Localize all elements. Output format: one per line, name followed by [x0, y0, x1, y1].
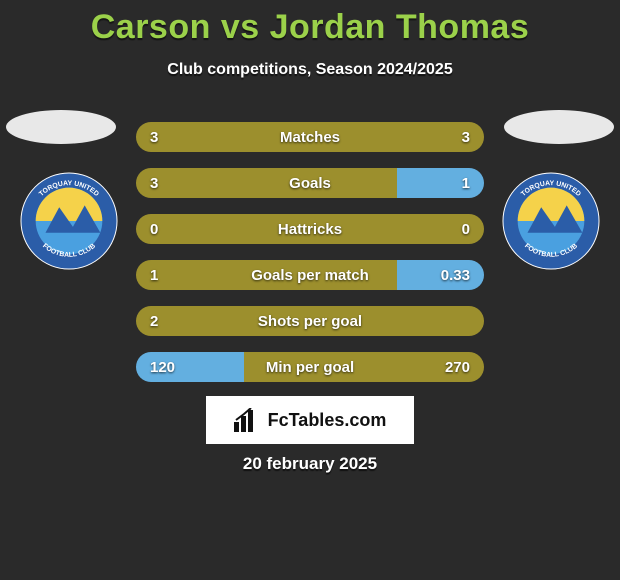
- stat-right-value: 270: [424, 359, 470, 376]
- comparison-date: 20 february 2025: [0, 454, 620, 474]
- stat-left-value: 3: [150, 175, 196, 192]
- stat-right-value: 0.33: [424, 267, 470, 284]
- stat-row: 3Goals1: [136, 168, 484, 198]
- player-right-club-badge: TORQUAY UNITED FOOTBALL CLUB: [502, 172, 600, 270]
- stat-row: 2Shots per goal: [136, 306, 484, 336]
- stat-left-value: 2: [150, 313, 196, 330]
- stat-left-value: 1: [150, 267, 196, 284]
- stat-right-value: 1: [424, 175, 470, 192]
- fctables-logo: FcTables.com: [206, 396, 414, 444]
- stat-row: 1Goals per match0.33: [136, 260, 484, 290]
- stats-container: 3Matches3 3Goals1 0Hattricks0 1Goals per ma…: [136, 122, 484, 398]
- stat-left-value: 0: [150, 221, 196, 238]
- stat-row: 0Hattricks0: [136, 214, 484, 244]
- comparison-title: Carson vs Jordan Thomas: [0, 0, 620, 47]
- comparison-subtitle: Club competitions, Season 2024/2025: [0, 61, 620, 79]
- stat-row: 120Min per goal270: [136, 352, 484, 382]
- stat-left-value: 120: [150, 359, 196, 376]
- player-right-flag: [504, 110, 614, 144]
- stat-right-value: 3: [424, 129, 470, 146]
- stat-row: 3Matches3: [136, 122, 484, 152]
- player-left-flag: [6, 110, 116, 144]
- fctables-logo-text: FcTables.com: [268, 410, 387, 431]
- stat-right-value: 0: [424, 221, 470, 238]
- stat-left-value: 3: [150, 129, 196, 146]
- player-left-club-badge: TORQUAY UNITED FOOTBALL CLUB: [20, 172, 118, 270]
